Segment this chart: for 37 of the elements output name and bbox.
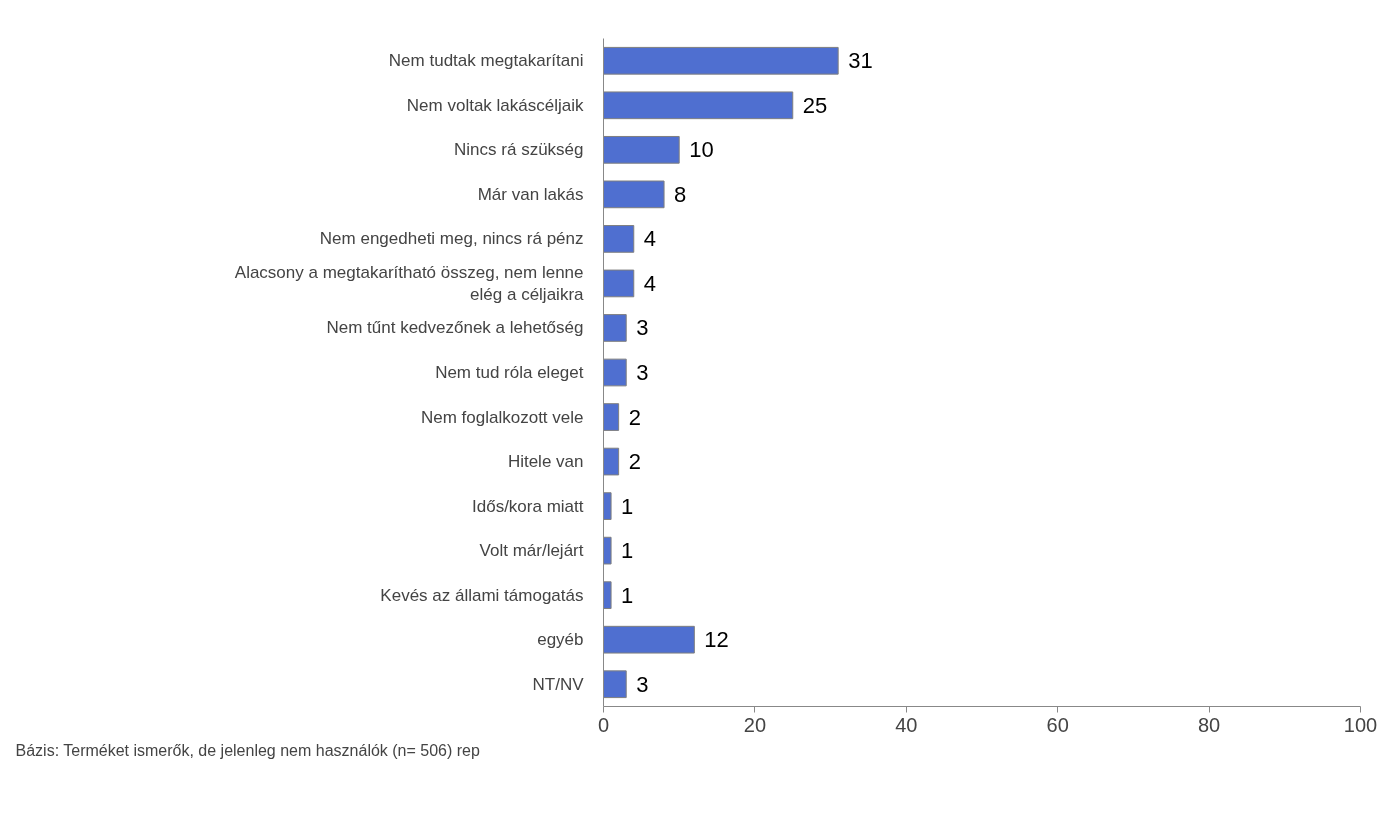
y-tick-label: Már van lakás xyxy=(477,184,584,204)
data-label: 2 xyxy=(628,404,641,430)
y-tick-label: Idős/kora miatt xyxy=(472,496,584,516)
data-label: 2 xyxy=(628,449,641,475)
y-tick-label: Kevés az állami támogatás xyxy=(380,585,584,605)
y-tick-label: Nem foglalkozott vele xyxy=(420,407,584,427)
data-label: 3 xyxy=(636,315,649,341)
data-label: 12 xyxy=(704,627,729,653)
data-label: 3 xyxy=(636,360,649,385)
x-tick-label: 40 xyxy=(895,713,918,736)
data-label: 1 xyxy=(621,493,634,519)
data-label: 31 xyxy=(848,48,873,74)
x-tick-label: 0 xyxy=(597,713,610,736)
x-tick-label: 60 xyxy=(1046,713,1069,736)
y-tick-label: Nem voltak lakáscéljaik xyxy=(406,95,584,115)
y-tick-label: NT/NV xyxy=(532,674,585,694)
y-tick-label: Volt már/lejárt xyxy=(479,541,584,561)
data-label: 10 xyxy=(689,137,714,163)
data-label: 1 xyxy=(621,538,634,564)
data-label: 3 xyxy=(636,671,649,697)
data-label: 4 xyxy=(643,270,657,296)
x-tick-label: 100 xyxy=(1343,713,1378,736)
y-tick-label: Nem tud róla eleget xyxy=(435,363,584,382)
x-tick-label: 80 xyxy=(1197,713,1221,736)
y-tick-label: egyéb xyxy=(537,630,584,650)
y-tick-label: Nincs rá szükség xyxy=(454,140,584,160)
y-tick-label: Hitele van xyxy=(507,452,584,472)
text: Bázis: Terméket ismerők, de jelenleg nem használók (n= 506) rep xyxy=(15,741,480,759)
data-label: 1 xyxy=(621,582,634,608)
data-label: 4 xyxy=(643,226,657,252)
y-tick-label: Nem tudtak megtakarítani xyxy=(388,51,584,71)
y-tick-label: Nem tűnt kedvezőnek a lehetőség xyxy=(326,318,584,338)
y-tick-label: Alacsony a megtakarítható összeg, nem lenne elég a céljaikra xyxy=(234,262,585,305)
y-tick-label: Nem engedheti meg, nincs rá pénz xyxy=(319,229,584,249)
x-tick-label: 20 xyxy=(743,713,767,736)
data-label: 25 xyxy=(802,92,828,118)
data-label: 8 xyxy=(674,181,687,207)
